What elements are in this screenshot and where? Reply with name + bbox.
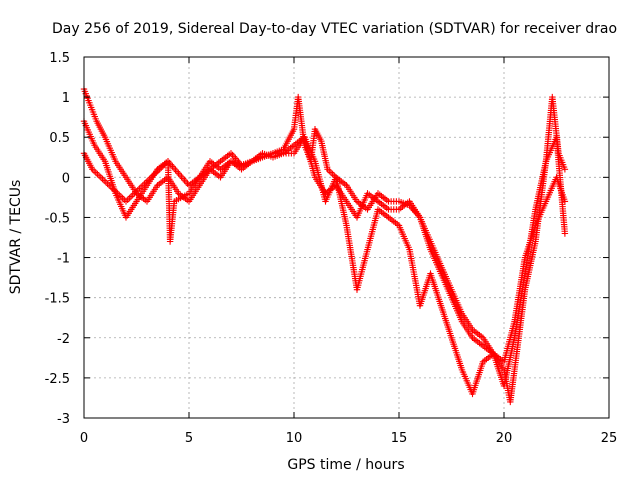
x-axis-label: GPS time / hours [287, 457, 404, 473]
data-point [104, 180, 111, 187]
data-series [80, 85, 569, 406]
x-tick-label: 0 [80, 431, 88, 446]
data-point [97, 174, 104, 181]
data-point [561, 198, 569, 205]
data-point [122, 198, 130, 205]
y-axis-label: SDTVAR / TECUs [8, 180, 24, 295]
data-point [92, 169, 99, 176]
data-point [99, 175, 106, 183]
data-point [126, 194, 133, 202]
y-tick-label: 1 [62, 91, 70, 106]
axis-ticks: 0 5 10 15 20 25 -3 -2.5 -2 -1.5 -1 -0.5 0 0.5 1 1.5 [45, 51, 618, 446]
y-tick-label: -3 [57, 412, 70, 427]
chart-title: Day 256 of 2019, Sidereal Day-to-day VTE… [52, 21, 617, 37]
x-tick-label: 5 [185, 431, 193, 446]
y-tick-label: 0 [62, 171, 70, 186]
data-point [102, 178, 110, 186]
data-point [127, 193, 135, 200]
data-point [94, 170, 101, 178]
y-tick-label: -1.5 [45, 292, 70, 307]
data-point [124, 196, 131, 203]
plot-frame [83, 56, 610, 419]
x-tick-label: 20 [496, 431, 513, 446]
data-point [561, 230, 569, 237]
y-tick-label: -1 [57, 252, 70, 267]
data-point [95, 172, 103, 179]
data-point [100, 177, 108, 184]
data-point [327, 169, 335, 176]
y-tick-label: -2.5 [45, 372, 70, 387]
y-tick-label: -2 [57, 332, 70, 347]
x-tick-label: 10 [286, 431, 303, 446]
data-point [561, 166, 569, 173]
x-tick-label: 15 [391, 431, 408, 446]
y-tick-label: 0.5 [49, 131, 70, 146]
y-tick-label: 1.5 [49, 51, 70, 66]
x-tick-label: 25 [601, 431, 618, 446]
y-tick-label: -0.5 [45, 211, 70, 226]
